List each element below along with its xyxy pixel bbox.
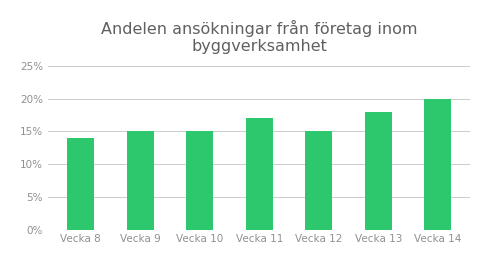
Bar [186, 131, 213, 230]
Title: Andelen ansökningar från företag inom
byggverksamhet: Andelen ansökningar från företag inom by… [101, 20, 418, 54]
Bar [246, 118, 273, 230]
Bar [365, 112, 392, 230]
Bar [127, 131, 154, 230]
Bar [424, 99, 451, 230]
Bar [305, 131, 332, 230]
Bar [67, 138, 94, 230]
